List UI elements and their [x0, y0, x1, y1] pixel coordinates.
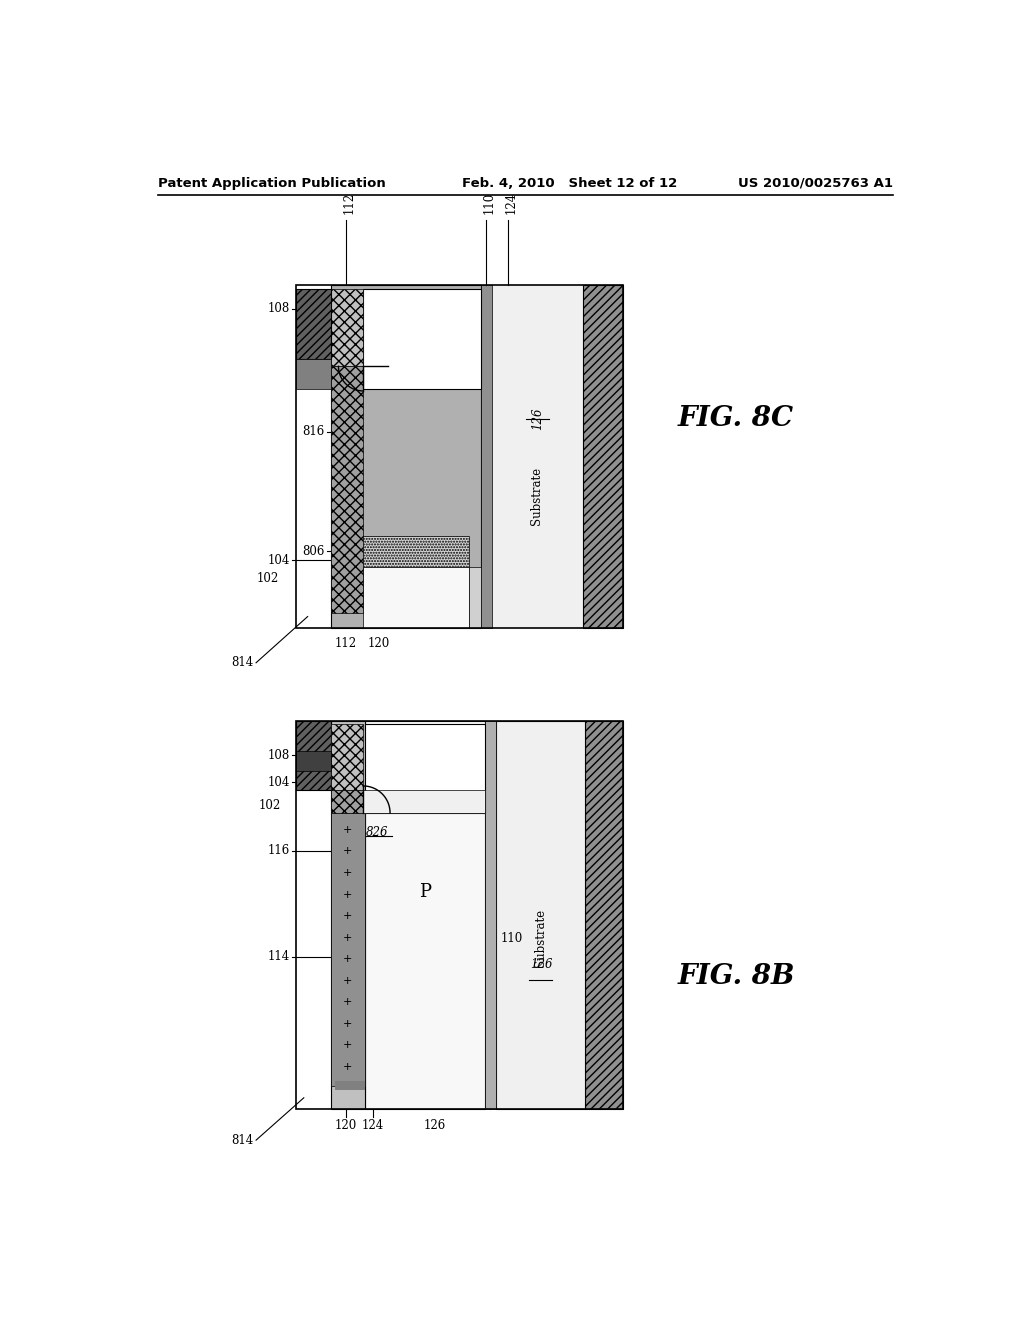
- Text: 124: 124: [505, 191, 517, 214]
- Text: Substrate: Substrate: [529, 466, 543, 525]
- Text: 108: 108: [267, 748, 290, 762]
- Bar: [493, 285, 584, 628]
- Text: +: +: [343, 1040, 352, 1051]
- Text: 104: 104: [267, 776, 290, 788]
- Text: p+: p+: [340, 797, 354, 805]
- Bar: [296, 289, 331, 359]
- Text: +: +: [343, 911, 352, 921]
- Bar: [364, 566, 469, 628]
- Text: +: +: [343, 975, 352, 986]
- Bar: [481, 285, 493, 628]
- Bar: [296, 721, 331, 789]
- Text: p: p: [471, 591, 479, 603]
- Bar: [484, 721, 497, 1109]
- Text: 126: 126: [424, 1118, 445, 1131]
- Text: +: +: [343, 998, 352, 1007]
- Text: 114: 114: [267, 950, 290, 964]
- Text: +: +: [343, 933, 352, 942]
- Text: Feb. 4, 2010   Sheet 12 of 12: Feb. 4, 2010 Sheet 12 of 12: [462, 177, 677, 190]
- Bar: [331, 289, 364, 367]
- Text: 112: 112: [343, 191, 355, 214]
- Bar: [331, 536, 469, 566]
- Bar: [331, 367, 364, 612]
- Text: Patent Application Publication: Patent Application Publication: [158, 177, 385, 190]
- Text: 124: 124: [362, 1118, 384, 1131]
- Text: FIG. 8C: FIG. 8C: [677, 405, 794, 432]
- Text: N: N: [419, 737, 431, 751]
- Text: +: +: [343, 890, 352, 899]
- Text: +: +: [343, 825, 352, 834]
- Text: 126: 126: [531, 408, 545, 430]
- Text: +: +: [343, 846, 352, 857]
- Text: 110: 110: [483, 191, 496, 214]
- Text: n+: n+: [339, 323, 355, 333]
- Text: +: +: [343, 1063, 352, 1072]
- Bar: [331, 813, 366, 1086]
- Bar: [364, 289, 481, 389]
- Text: 102: 102: [258, 799, 281, 812]
- Text: P: P: [419, 883, 431, 902]
- Bar: [335, 1081, 366, 1090]
- Text: 108: 108: [267, 302, 290, 315]
- Text: N: N: [412, 333, 424, 346]
- Bar: [366, 725, 484, 813]
- Bar: [296, 359, 331, 389]
- Text: FIG. 8B: FIG. 8B: [677, 964, 795, 990]
- Bar: [469, 566, 481, 628]
- Text: p+: p+: [340, 484, 354, 494]
- Text: 120: 120: [368, 638, 389, 651]
- Text: 120: 120: [335, 1118, 357, 1131]
- Text: +: +: [343, 954, 352, 964]
- Text: 104: 104: [267, 554, 290, 566]
- Text: 116: 116: [267, 843, 290, 857]
- Bar: [585, 721, 624, 1109]
- Bar: [331, 285, 481, 628]
- Text: 816: 816: [302, 425, 325, 438]
- Bar: [296, 285, 624, 628]
- Text: Pbody: Pbody: [408, 797, 440, 805]
- Text: n+: n+: [339, 752, 355, 763]
- Text: 110: 110: [500, 932, 522, 945]
- Text: +: +: [343, 1019, 352, 1028]
- Text: 806: 806: [302, 545, 325, 557]
- Bar: [331, 789, 364, 813]
- Bar: [331, 721, 366, 1109]
- Text: 102: 102: [257, 572, 280, 585]
- Text: 112: 112: [335, 638, 357, 651]
- Text: 126: 126: [530, 958, 553, 970]
- Text: 814: 814: [231, 1134, 254, 1147]
- Bar: [331, 725, 364, 789]
- Bar: [366, 721, 484, 1109]
- Text: US 2010/0025763 A1: US 2010/0025763 A1: [738, 177, 893, 190]
- Text: Pbody: Pbody: [396, 593, 429, 602]
- Text: 814: 814: [231, 656, 254, 669]
- Text: 826: 826: [366, 825, 388, 838]
- Bar: [497, 721, 585, 1109]
- Text: +: +: [343, 869, 352, 878]
- Bar: [584, 285, 624, 628]
- Bar: [296, 751, 331, 771]
- Bar: [364, 789, 484, 813]
- Bar: [296, 721, 624, 1109]
- Text: Substrate: Substrate: [534, 909, 547, 968]
